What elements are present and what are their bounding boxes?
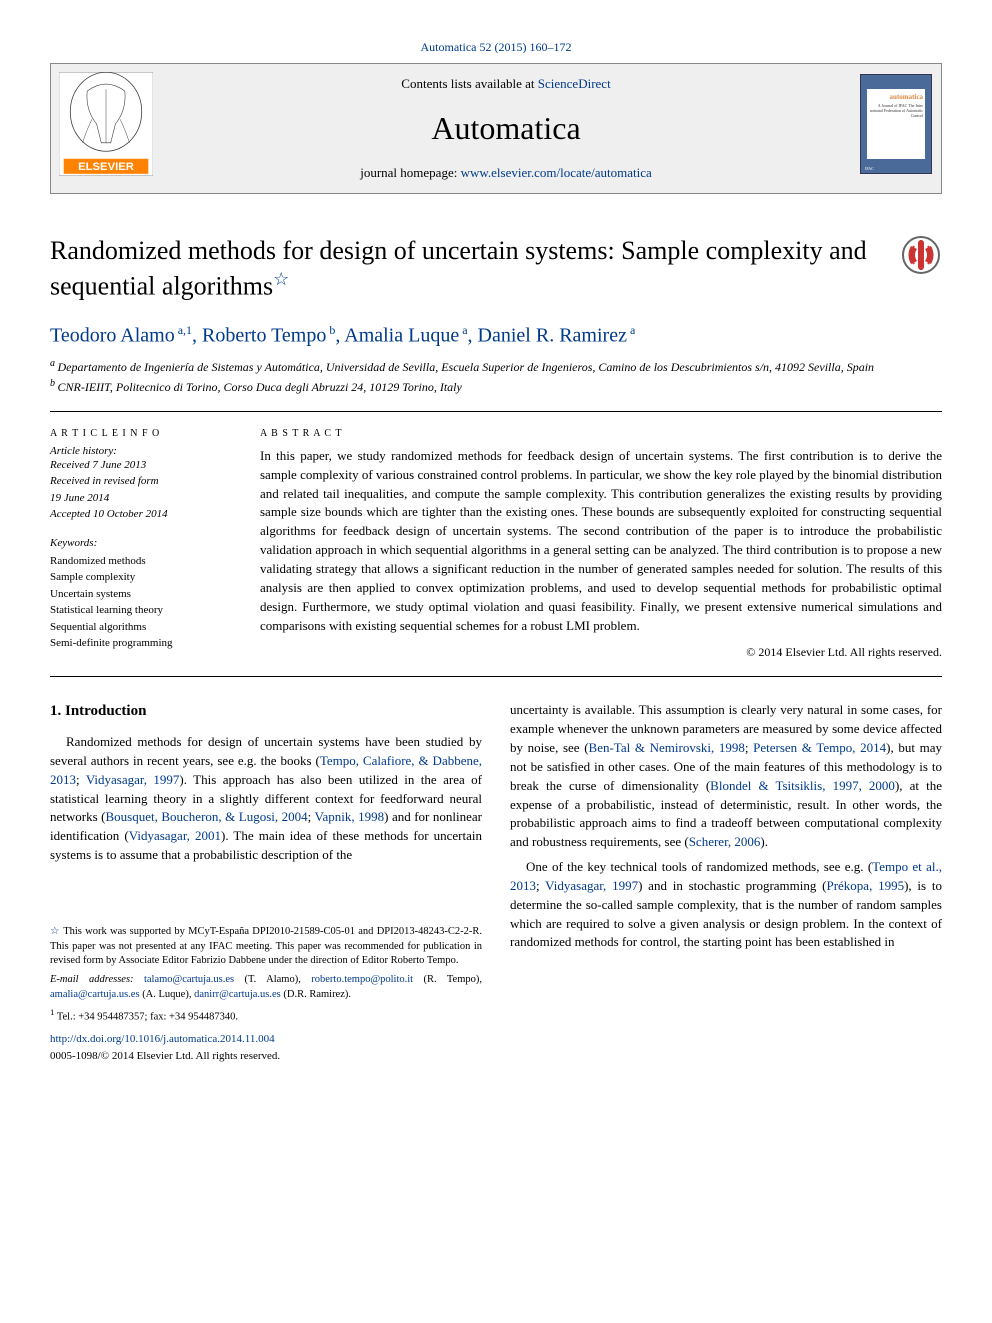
sciencedirect-link[interactable]: ScienceDirect: [538, 76, 611, 91]
crossmark-icon[interactable]: [900, 234, 942, 276]
article-history-label: Article history:: [50, 445, 230, 457]
author-link[interactable]: Roberto Tempo: [202, 325, 326, 347]
email-link[interactable]: amalia@cartuja.us.es: [50, 989, 140, 1000]
citation-link[interactable]: Blondel & Tsitsiklis, 1997, 2000: [710, 778, 895, 793]
email-link[interactable]: danirr@cartuja.us.es: [194, 989, 281, 1000]
citation-link[interactable]: Bousquet, Boucheron, & Lugosi, 2004: [106, 809, 308, 824]
keyword: Sequential algorithms: [50, 619, 230, 636]
footer-copyright: 0005-1098/© 2014 Elsevier Ltd. All right…: [50, 1049, 482, 1064]
svg-text:ELSEVIER: ELSEVIER: [78, 161, 134, 173]
contents-available: Contents lists available at ScienceDirec…: [173, 76, 839, 92]
author-link[interactable]: Amalia Luque: [344, 325, 459, 347]
citation-link[interactable]: Prékopa, 1995: [826, 878, 904, 893]
keyword: Statistical learning theory: [50, 602, 230, 619]
footnote-funding: ☆ This work was supported by MCyT-España…: [50, 925, 482, 969]
keyword: Uncertain systems: [50, 586, 230, 603]
abstract-heading: A B S T R A C T: [260, 428, 942, 439]
citation-link[interactable]: Ben-Tal & Nemirovski, 1998: [589, 740, 745, 755]
footnote-star-icon: ☆: [50, 926, 60, 937]
keyword: Sample complexity: [50, 569, 230, 586]
elsevier-logo[interactable]: ELSEVIER: [51, 64, 161, 184]
section-1-heading: 1. Introduction: [50, 701, 482, 723]
author-link[interactable]: Teodoro Alamo: [50, 325, 175, 347]
journal-homepage: journal homepage: www.elsevier.com/locat…: [173, 165, 839, 181]
history-date: Accepted 10 October 2014: [50, 506, 230, 523]
email-link[interactable]: roberto.tempo@polito.it: [311, 974, 413, 985]
authors-list: Teodoro Alamo a,1, Roberto Tempo b, Amal…: [50, 323, 942, 348]
citation-link[interactable]: Petersen & Tempo, 2014: [753, 740, 886, 755]
abstract-text: In this paper, we study randomized metho…: [260, 447, 942, 635]
journal-cover-thumb[interactable]: automatica A Journal of IFAC The Inter n…: [851, 64, 941, 184]
homepage-link[interactable]: www.elsevier.com/locate/automatica: [461, 165, 652, 180]
footnote-corresponding: 1 Tel.: +34 954487357; fax: +34 95448734…: [50, 1006, 482, 1025]
keyword: Randomized methods: [50, 553, 230, 570]
keywords-label: Keywords:: [50, 537, 230, 549]
citation-header[interactable]: Automatica 52 (2015) 160–172: [50, 40, 942, 55]
body-left-paragraph: Randomized methods for design of uncerta…: [50, 733, 482, 865]
citation-link[interactable]: Vidyasagar, 1997: [545, 878, 638, 893]
journal-name: Automatica: [173, 110, 839, 147]
doi-link[interactable]: http://dx.doi.org/10.1016/j.automatica.2…: [50, 1033, 275, 1045]
history-date: 19 June 2014: [50, 490, 230, 507]
keyword: Semi-definite programming: [50, 635, 230, 652]
article-info-heading: A R T I C L E I N F O: [50, 428, 230, 439]
citation-link[interactable]: Vidyasagar, 1997: [86, 772, 180, 787]
affiliation: b CNR-IEIIT, Politecnico di Torino, Cors…: [50, 378, 942, 395]
citation-link[interactable]: Vapnik, 1998: [315, 809, 385, 824]
abstract-copyright: © 2014 Elsevier Ltd. All rights reserved…: [260, 645, 942, 660]
citation-link[interactable]: Scherer, 2006: [689, 834, 761, 849]
citation-link[interactable]: Vidyasagar, 2001: [129, 828, 221, 843]
author-link[interactable]: Daniel R. Ramirez: [478, 325, 627, 347]
email-link[interactable]: talamo@cartuja.us.es: [144, 974, 234, 985]
article-title: Randomized methods for design of uncerta…: [50, 234, 900, 303]
journal-header-box: ELSEVIER Contents lists available at Sci…: [50, 63, 942, 194]
title-footnote-icon[interactable]: ☆: [273, 269, 289, 289]
history-date: Received 7 June 2013: [50, 457, 230, 474]
affiliation: a Departamento de Ingeniería de Sistemas…: [50, 358, 942, 375]
author-affil-sup: a: [627, 323, 635, 337]
footnote-emails: E-mail addresses: talamo@cartuja.us.es (…: [50, 973, 482, 1002]
body-right-paragraph: uncertainty is available. This assumptio…: [510, 701, 942, 952]
history-date: Received in revised form: [50, 473, 230, 490]
author-affil-sup: a: [459, 323, 467, 337]
author-affil-sup: a,1: [175, 323, 192, 337]
author-affil-sup: b: [326, 323, 335, 337]
